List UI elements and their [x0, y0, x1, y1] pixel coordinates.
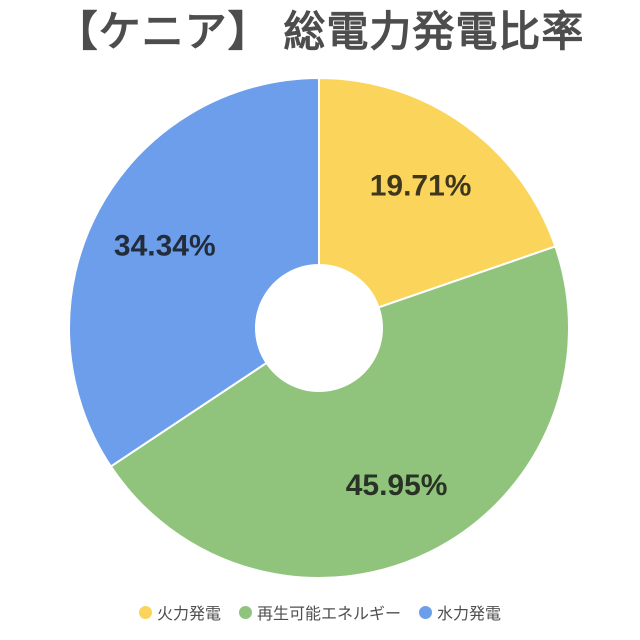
legend-label: 再生可能エネルギー [256, 606, 401, 623]
legend-label: 水力発電 [437, 606, 502, 623]
slice-percent-label-thermal: 19.71% [370, 170, 472, 203]
legend-item-renewable: 再生可能エネルギー [238, 600, 401, 624]
slice-labels: 19.71% 45.95% 34.34% [114, 170, 472, 502]
legend-dot-icon [238, 605, 252, 619]
legend-dot-icon [138, 605, 152, 619]
legend-item-thermal: 火力発電 [138, 600, 221, 624]
pie-slices [68, 77, 570, 579]
slice-percent-label-hydro: 34.34% [114, 229, 216, 262]
chart-title: 【ケニア】 総電力発電比率 [55, 8, 585, 55]
pie-slice [68, 77, 320, 468]
legend-item-hydro: 水力発電 [419, 600, 501, 624]
chart-legend: 火力発電 再生可能エネルギー 水力発電 [0, 600, 640, 624]
legend-dot-icon [419, 605, 432, 619]
pie-slice [318, 77, 557, 309]
slice-percent-label-renewable: 45.95% [346, 469, 448, 502]
legend-label: 火力発電 [156, 606, 221, 623]
pie-slice [109, 245, 570, 579]
